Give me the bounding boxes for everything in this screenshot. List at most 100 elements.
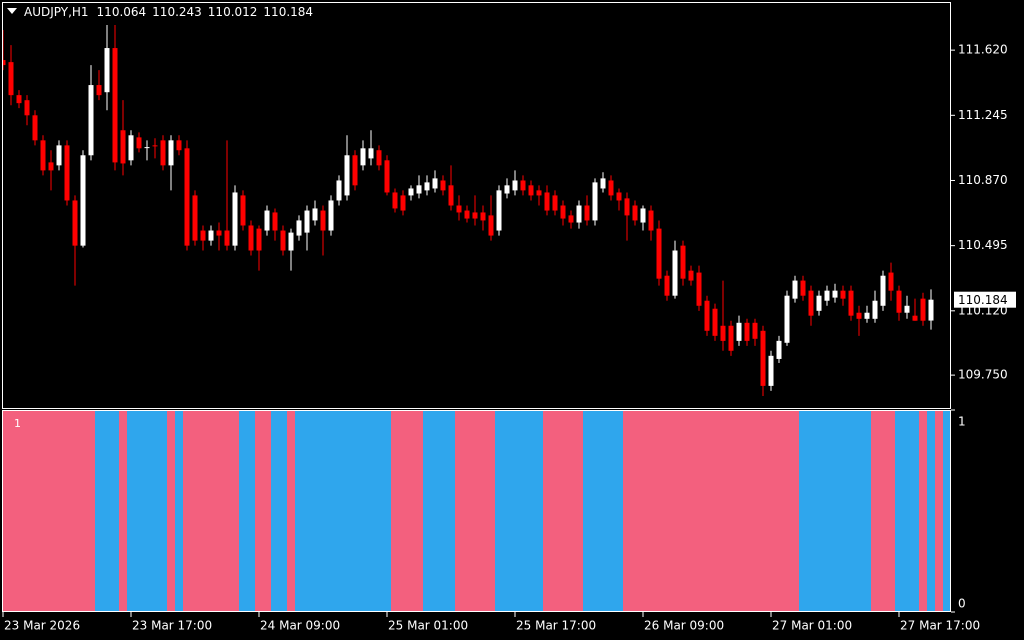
candle-body [616,192,622,201]
indicator-bar [551,410,559,612]
indicator-bar [351,410,359,612]
candle-body [920,298,926,321]
candle-body [832,290,838,298]
indicator-bar [519,410,527,612]
candle-body [168,140,174,166]
candle-body [160,140,166,166]
x-tick-label: 27 Mar 17:00 [900,619,980,633]
candle-body [304,210,310,233]
indicator-bar [719,410,727,612]
indicator-bar [359,410,367,612]
indicator-bar [303,410,311,612]
indicator-bar [111,410,119,612]
candle-body [448,185,454,206]
ohlc-low: 110.012 [208,5,258,19]
indicator-bar [183,410,191,612]
pane-border [2,410,951,612]
candle-body [704,300,710,331]
candle-body [120,130,126,164]
indicator-bar [935,410,943,612]
price-label-box [954,291,1016,308]
indicator-bar [903,410,911,612]
indicator-bar [639,410,647,612]
candle-body [504,185,510,194]
candle-body [576,205,582,223]
candle-body [592,182,598,221]
candle-body [288,232,294,251]
candle-body [2,60,6,66]
indicator-bar [263,410,271,612]
indicator-bar [431,410,439,612]
candle-body [568,215,574,223]
indicator-bar [151,410,159,612]
indicator-bar [559,410,567,612]
candle-body [224,230,230,246]
indicator-bar [319,410,327,612]
indicator-bar [823,410,831,612]
indicator-bar [895,410,903,612]
candle-body [680,245,686,279]
indicator-bar [135,410,143,612]
candle-body [328,200,334,231]
indicator-bar [71,410,79,612]
candle-body [824,290,830,301]
candle-body [424,182,430,191]
indicator-bar [791,410,799,612]
candle-body [16,95,22,104]
indicator-bar [79,410,87,612]
candle-body [8,62,14,96]
candle-body [456,205,462,213]
indicator-bar [15,410,23,612]
candle-body [600,178,606,189]
indicator-bar [687,410,695,612]
price-label: 110.184 [958,293,1008,307]
candle-body [848,290,854,316]
indicator-bar [847,410,855,612]
indicator-bar [375,410,383,612]
chart-header: AUDJPY,H1 110.064 110.243 110.012 110.184 [24,5,313,19]
candle-body [512,180,518,191]
indicator-bar [127,410,135,612]
candle-body [24,100,30,116]
y-tick-label: 111.620 [958,43,1008,57]
y-tick-label: 1 [958,415,966,429]
indicator-bar [471,410,479,612]
indicator-bar [31,410,39,612]
indicator-bar [879,410,887,612]
candle-body [656,228,662,279]
y-tick-label: 110.120 [958,303,1008,317]
candle-body [488,215,494,236]
candle-body [296,220,302,236]
indicator-bar [2,410,7,612]
indicator-bar [103,410,111,612]
x-tick-label: 24 Mar 09:00 [260,619,340,633]
indicator-bar [855,410,863,612]
indicator-bar [663,410,671,612]
indicator-bar [943,410,951,612]
candle-body [56,145,62,166]
indicator-bar [623,410,631,612]
candle-body [584,205,590,221]
indicator-bar [231,410,239,612]
plot-area [2,24,934,396]
candle-body [744,322,750,341]
pane-border [2,2,951,409]
candle-body [888,272,894,291]
indicator-bar [815,410,823,612]
candle-body [624,198,630,216]
indicator-bar [567,410,575,612]
candle-body [408,188,414,196]
candle-body [200,230,206,241]
indicator-bar [63,410,71,612]
indicator-bar [479,410,487,612]
indicator-bar [671,410,679,612]
indicator-bar [591,410,599,612]
candle-body [432,178,438,189]
indicator-bar [599,410,607,612]
candle-body [648,210,654,231]
menu-triangle[interactable] [7,8,17,14]
candle-body [80,155,86,246]
indicator-bar [191,410,199,612]
candle-body [368,148,374,159]
indicator-bar [783,410,791,612]
